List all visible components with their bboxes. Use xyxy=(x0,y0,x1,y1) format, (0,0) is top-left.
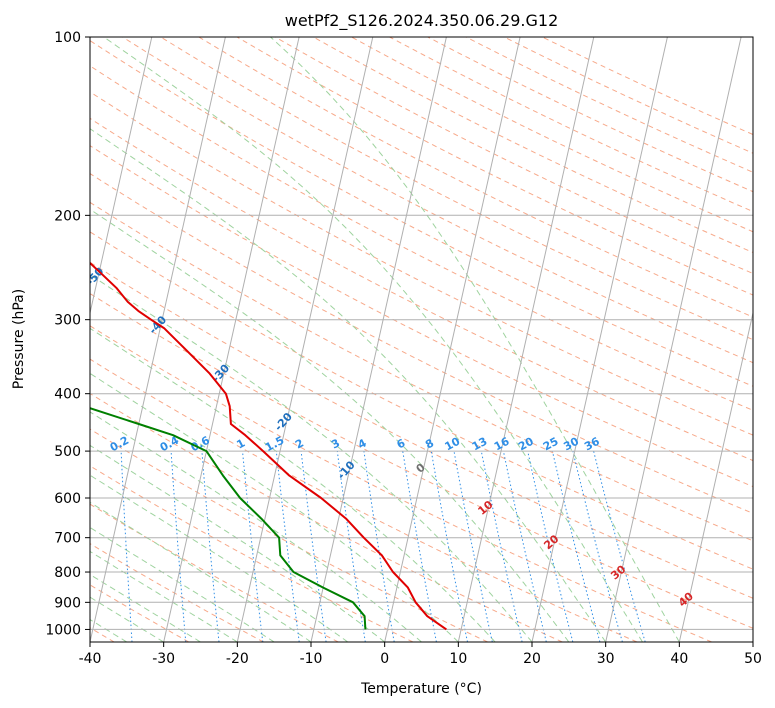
y-tick-label: 900 xyxy=(54,595,81,611)
mixing-ratio-line xyxy=(300,451,327,642)
isotherm-line xyxy=(90,37,153,316)
mixing-ratio-line xyxy=(242,451,264,642)
temperature-series xyxy=(90,261,447,631)
y-tick-label: 200 xyxy=(54,208,81,224)
mixing-ratio-label: 20 xyxy=(516,435,536,454)
moist-adiabat-line xyxy=(90,128,607,642)
moist-adiabat-line xyxy=(90,327,496,642)
y-tick-label: 100 xyxy=(54,30,81,46)
mixing-ratio-line xyxy=(572,450,623,642)
temperature-line xyxy=(90,261,447,631)
dry-adiabat-line xyxy=(90,325,712,642)
y-tick-label: 600 xyxy=(54,491,81,507)
isotherm-line xyxy=(236,37,374,642)
moist-adiabat-line xyxy=(90,550,238,642)
y-tick-label: 300 xyxy=(54,313,81,329)
mixing-ratio-label: 36 xyxy=(582,435,602,454)
dry-adiabat-line xyxy=(90,503,339,642)
dry-adiabat-line xyxy=(90,231,753,570)
y-tick-label: 400 xyxy=(54,387,81,403)
dry-adiabat-line xyxy=(90,293,753,629)
y-axis-title: Pressure (hPa) xyxy=(11,289,27,389)
dry-adiabat-line xyxy=(90,91,753,436)
isotherm-line xyxy=(310,37,447,642)
mixing-ratio-line xyxy=(430,451,468,642)
x-tick-label: 30 xyxy=(597,651,615,667)
chart-title: wetPf2_S126.2024.350.06.29.G12 xyxy=(285,11,559,31)
mixing-ratio-line xyxy=(551,450,601,642)
moist-adiabat-line xyxy=(90,444,385,642)
isotherm-line xyxy=(678,310,753,642)
dry-adiabat-line xyxy=(351,37,753,233)
isotherm-line xyxy=(90,37,226,642)
dry-adiabat-line xyxy=(90,65,753,411)
mixing-ratio-line xyxy=(402,451,437,642)
dry-adiabat-line xyxy=(465,37,753,173)
moist-adiabat-line xyxy=(90,596,164,642)
background-lines xyxy=(90,37,753,642)
x-tick-label: -40 xyxy=(79,651,102,667)
y-tick-label: 500 xyxy=(54,444,81,460)
plot-frame xyxy=(89,36,754,643)
x-tick-label: 50 xyxy=(744,651,762,667)
isotherm-line xyxy=(163,37,300,642)
moist-adiabat-line xyxy=(90,274,533,642)
moist-adiabat-line xyxy=(90,411,422,642)
dry-adiabat-line xyxy=(90,40,753,387)
moist-adiabat-line xyxy=(103,37,643,642)
x-tick-label: 20 xyxy=(523,651,541,667)
mixing-ratio-line xyxy=(453,451,493,642)
x-axis: -40 -30 -20 -10 0 10 20 30 40 50 xyxy=(79,642,762,667)
y-tick-label: 800 xyxy=(54,565,81,581)
dry-adiabat-line xyxy=(274,37,753,275)
mixing-ratio-label: 25 xyxy=(541,435,561,454)
moist-adiabat-line xyxy=(90,208,570,642)
x-tick-label: 40 xyxy=(670,651,688,667)
x-tick-label: -30 xyxy=(152,651,175,667)
mixing-ratio-label: 30 xyxy=(561,435,581,454)
plot-area: 0.10.20.40.611.52346810131620253036-100-… xyxy=(89,36,754,643)
dry-adiabat-line xyxy=(90,117,753,462)
isotherm-line xyxy=(531,37,668,642)
moist-adiabat-line xyxy=(90,474,349,642)
mixing-ratio-line xyxy=(480,451,523,642)
dry-adiabat-line xyxy=(122,37,753,364)
dewpoint-line xyxy=(90,407,367,630)
mixing-ratio-line xyxy=(593,450,646,642)
dry-adiabat-line xyxy=(160,37,753,341)
mixing-ratio-line xyxy=(275,451,300,642)
dry-adiabat-line xyxy=(389,37,753,213)
mixing-ratio-label: 10 xyxy=(443,435,463,454)
x-tick-label: -20 xyxy=(226,651,249,667)
x-axis-title: Temperature (°C) xyxy=(360,681,482,697)
y-axis: 100 200 300 400 500 600 700 800 900 1000 xyxy=(45,30,90,638)
isotherm-line xyxy=(384,37,521,642)
mixing-ratio-label: 16 xyxy=(492,435,512,454)
dry-adiabat-line xyxy=(90,261,753,599)
dry-adiabat-line xyxy=(90,201,753,542)
y-tick-label: 1000 xyxy=(45,622,81,638)
x-tick-label: 10 xyxy=(449,651,467,667)
dry-adiabat-line xyxy=(236,37,753,296)
data-lines xyxy=(90,261,447,631)
dewpoint-series xyxy=(90,407,367,630)
y-tick-label: 700 xyxy=(54,531,81,547)
moist-adiabat-line xyxy=(90,573,201,642)
dry-adiabat-line xyxy=(90,465,414,642)
isotherm-line xyxy=(457,37,595,642)
moist-adiabat-line xyxy=(90,372,459,642)
x-tick-label: -10 xyxy=(300,651,323,667)
dry-adiabat-line xyxy=(90,428,488,642)
x-tick-label: 0 xyxy=(380,651,389,667)
mixing-ratio-label: 13 xyxy=(470,435,490,454)
mixing-ratio-line xyxy=(363,451,395,642)
mixing-ratio-line xyxy=(527,450,574,642)
isotherm-line xyxy=(605,37,742,642)
plot-background xyxy=(90,37,753,642)
